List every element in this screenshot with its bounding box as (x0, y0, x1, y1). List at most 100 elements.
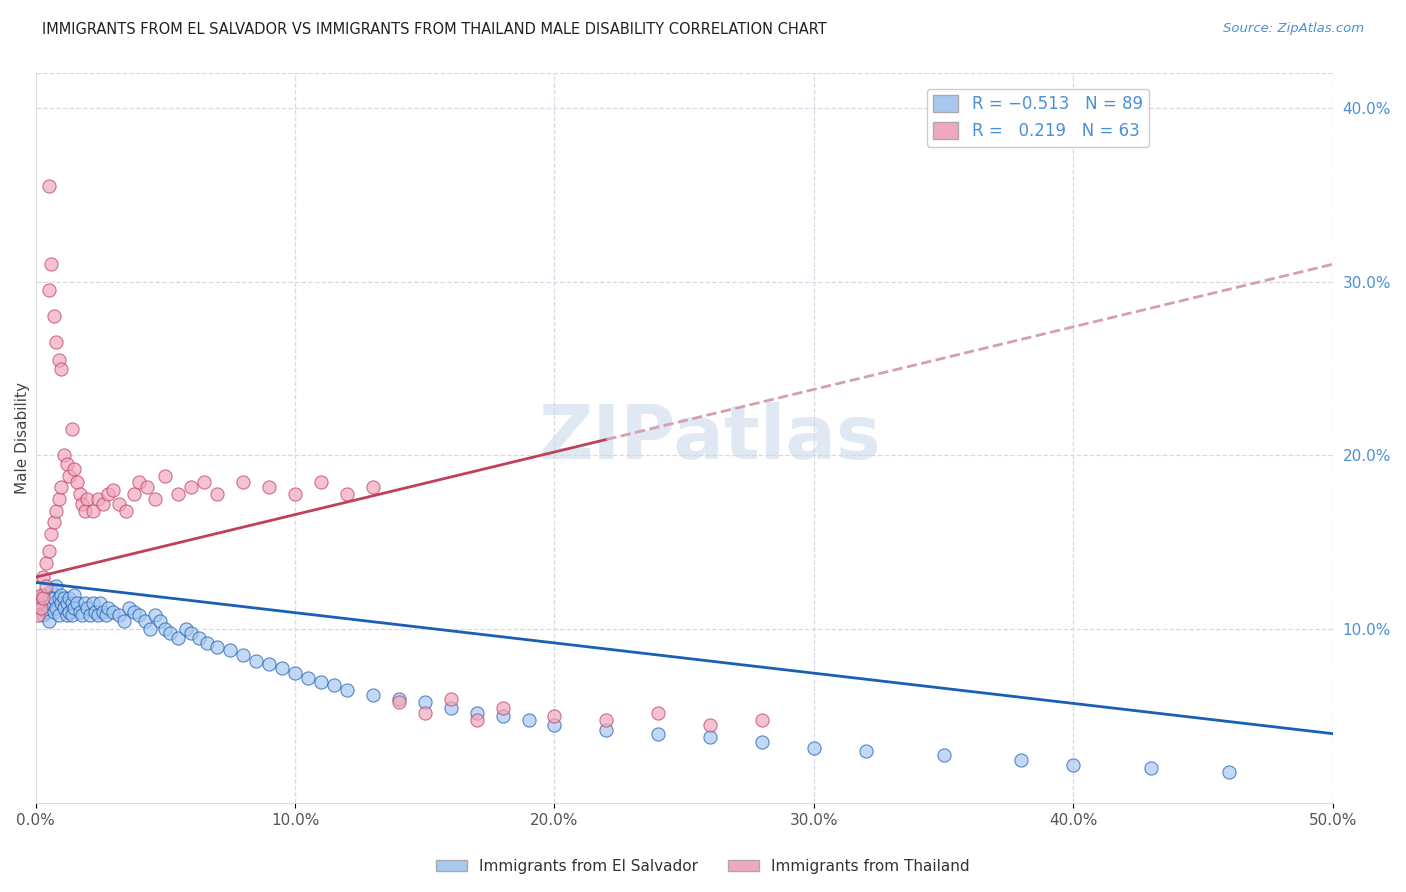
Point (30, 591, 52, 605)
Point (388, 692, 411, 706)
Point (232, 475, 254, 489)
Point (257, 480, 280, 494)
Point (388, 695, 411, 709)
Point (55, 457, 77, 471)
Point (39, 257, 62, 271)
Text: IMMIGRANTS FROM EL SALVADOR VS IMMIGRANTS FROM THAILAND MALE DISABILITY CORRELAT: IMMIGRANTS FROM EL SALVADOR VS IMMIGRANT… (42, 22, 827, 37)
Legend: Immigrants from El Salvador, Immigrants from Thailand: Immigrants from El Salvador, Immigrants … (430, 853, 976, 880)
Point (543, 718, 565, 732)
Point (60, 596, 83, 610)
Point (180, 625, 202, 640)
Point (39, 596, 62, 610)
Point (1218, 764, 1240, 779)
Point (118, 601, 141, 615)
Point (193, 475, 215, 489)
Point (413, 706, 436, 720)
Point (58, 591, 80, 605)
Point (66, 475, 89, 489)
Point (155, 469, 177, 483)
Point (595, 723, 617, 738)
Point (38, 283, 60, 297)
Point (543, 709, 565, 723)
Point (1140, 761, 1163, 775)
Point (128, 475, 150, 489)
Point (30, 601, 52, 615)
Point (751, 735, 773, 749)
Point (48, 608, 70, 623)
Point (51, 480, 73, 494)
Point (284, 665, 307, 680)
Point (87, 491, 110, 506)
Point (205, 487, 228, 501)
Point (103, 483, 125, 498)
Point (257, 657, 280, 672)
Point (53, 591, 76, 605)
Point (63, 462, 86, 476)
Point (84, 605, 107, 619)
Point (491, 709, 513, 723)
Point (30, 601, 52, 615)
Point (38, 614, 60, 628)
Point (107, 608, 129, 623)
Point (322, 678, 344, 692)
Point (167, 631, 190, 645)
Point (72, 608, 94, 623)
Point (167, 487, 190, 501)
Text: Source: ZipAtlas.com: Source: ZipAtlas.com (1223, 22, 1364, 36)
Point (76, 491, 98, 506)
Point (39, 526, 62, 541)
Point (440, 692, 463, 706)
Point (27, 608, 49, 623)
Point (465, 706, 488, 720)
Point (66, 596, 89, 610)
Point (38, 591, 60, 605)
Point (48, 591, 70, 605)
Point (45, 335, 67, 350)
Point (42, 605, 65, 619)
Point (58, 469, 80, 483)
Point (1062, 758, 1084, 772)
Point (136, 480, 159, 494)
Point (595, 713, 617, 727)
Point (491, 700, 513, 714)
Point (63, 601, 86, 615)
Point (336, 487, 359, 501)
Point (138, 623, 160, 637)
Point (361, 480, 384, 494)
Point (60, 608, 83, 623)
Point (91, 497, 114, 511)
Point (55, 596, 77, 610)
Point (97, 601, 120, 615)
Point (309, 674, 332, 689)
Point (361, 689, 384, 703)
Point (51, 596, 73, 610)
Point (143, 608, 166, 623)
Point (45, 504, 67, 518)
Point (55, 608, 77, 623)
Point (699, 730, 721, 744)
Point (174, 623, 197, 637)
Point (42, 591, 65, 605)
Point (32, 588, 55, 602)
Point (60, 422, 83, 436)
Point (35, 605, 58, 619)
Point (53, 449, 76, 463)
Point (32, 570, 55, 584)
Point (32, 591, 55, 605)
Point (465, 713, 488, 727)
Point (647, 727, 669, 741)
Point (42, 515, 65, 529)
Point (27, 596, 49, 610)
Point (87, 608, 110, 623)
Point (103, 605, 125, 619)
Point (188, 631, 211, 645)
Point (58, 605, 80, 619)
Point (51, 361, 73, 376)
Point (53, 601, 76, 615)
Point (134, 614, 156, 628)
Point (297, 671, 319, 685)
Point (112, 614, 135, 628)
Point (107, 497, 129, 511)
Point (39, 584, 62, 599)
Point (149, 614, 172, 628)
